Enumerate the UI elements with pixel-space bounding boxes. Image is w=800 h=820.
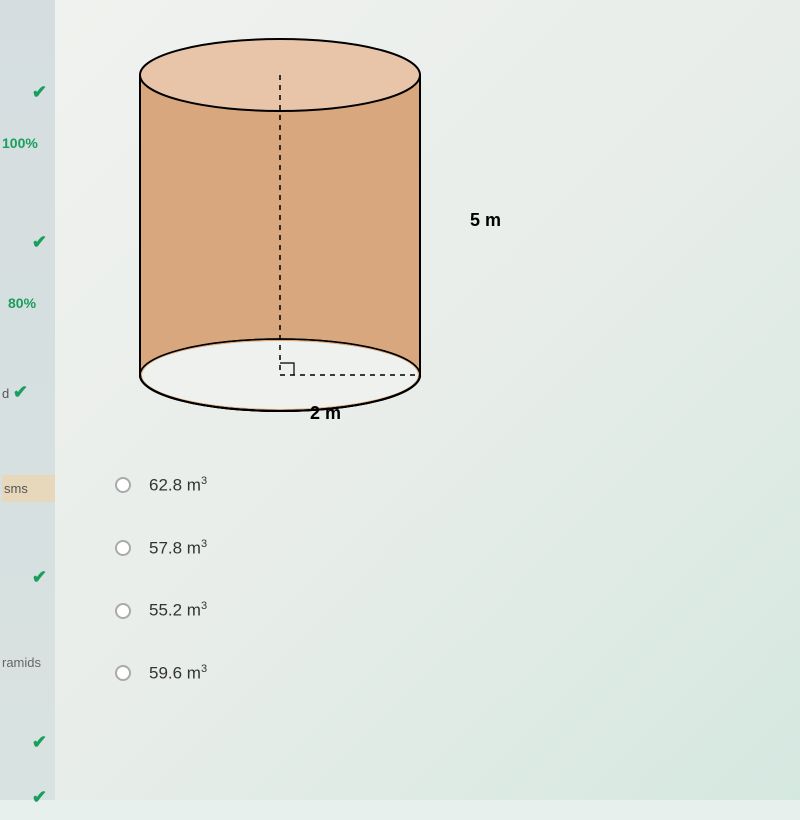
option-c-text: 55.2 m3	[149, 600, 207, 621]
progress-100: 100%	[2, 135, 38, 151]
sidebar-check-2: ✔	[0, 220, 55, 265]
option-d[interactable]: 59.6 m3	[115, 663, 207, 684]
side-nav: 100% 80% d ✔ sms ramids ✔ ✔ ✔ ✔ ✔	[0, 0, 55, 800]
radio-icon[interactable]	[115, 477, 131, 493]
radio-icon[interactable]	[115, 665, 131, 681]
option-b[interactable]: 57.8 m3	[115, 538, 207, 559]
sidebar-label-ramids: ramids	[2, 655, 41, 670]
option-b-text: 57.8 m3	[149, 538, 207, 559]
height-label: 5 m	[470, 210, 501, 231]
sidebar-label-sms: sms	[2, 475, 55, 502]
sidebar-check-1: ✔	[0, 70, 55, 115]
check-icon: ✔	[32, 567, 47, 588]
sidebar-label-d: d ✔	[2, 382, 28, 403]
sidebar-check-3: ✔	[0, 555, 55, 600]
answer-options: 62.8 m3 57.8 m3 55.2 m3 59.6 m3	[115, 475, 207, 726]
option-a-text: 62.8 m3	[149, 475, 207, 496]
check-icon: ✔	[13, 382, 28, 402]
option-a[interactable]: 62.8 m3	[115, 475, 207, 496]
radio-icon[interactable]	[115, 540, 131, 556]
option-c[interactable]: 55.2 m3	[115, 600, 207, 621]
progress-80: 80%	[8, 295, 36, 311]
cylinder-diagram	[110, 20, 460, 440]
sidebar-check-5: ✔	[0, 775, 55, 820]
check-icon: ✔	[32, 82, 47, 103]
main-content: 5 m 2 m 62.8 m3 57.8 m3 55.2 m3 59.6 m3	[55, 0, 800, 800]
check-icon: ✔	[32, 232, 47, 253]
check-icon: ✔	[32, 787, 47, 808]
check-icon: ✔	[32, 732, 47, 753]
sidebar-check-4: ✔	[0, 720, 55, 765]
option-d-text: 59.6 m3	[149, 663, 207, 684]
radius-label: 2 m	[310, 403, 341, 424]
radio-icon[interactable]	[115, 603, 131, 619]
